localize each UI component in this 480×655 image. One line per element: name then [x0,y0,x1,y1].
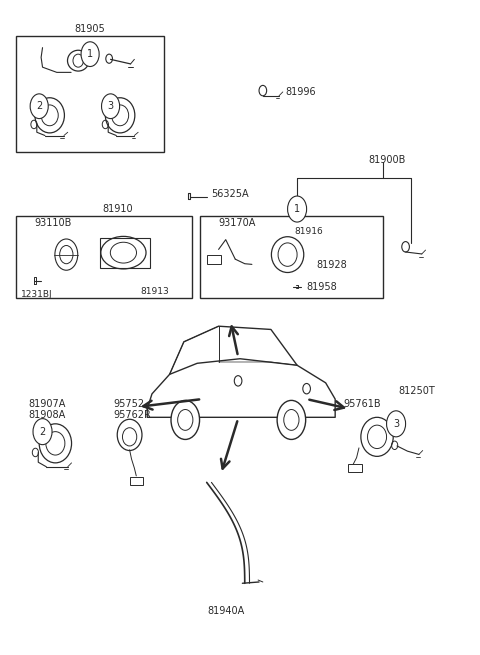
Circle shape [284,409,299,430]
Bar [348,464,362,472]
Circle shape [30,94,48,119]
Text: 1: 1 [87,49,93,59]
Text: 95761B: 95761B [344,400,381,409]
Text: 81916: 81916 [295,227,324,236]
Text: 3: 3 [393,419,399,429]
Text: 81908A: 81908A [28,411,65,421]
Circle shape [81,42,99,67]
Text: 81913: 81913 [140,287,169,296]
Bar [207,255,221,264]
Text: 95752: 95752 [113,400,144,409]
Bar [130,477,143,485]
Text: 81900B: 81900B [369,155,406,164]
Text: 56325A: 56325A [212,189,249,199]
Circle shape [234,376,242,386]
Text: 93170A: 93170A [218,218,256,229]
Text: 3: 3 [108,102,114,111]
Text: 1231BJ: 1231BJ [21,290,53,299]
Bar [16,36,164,152]
Circle shape [33,419,52,445]
Circle shape [288,196,307,222]
Text: 81996: 81996 [285,87,316,97]
Text: 81910: 81910 [102,204,132,214]
Text: 81907A: 81907A [28,400,66,409]
Bar [200,215,383,298]
Text: 95762R: 95762R [113,411,151,421]
Text: 1: 1 [294,204,300,214]
Bar [100,238,150,268]
Circle shape [277,400,306,440]
Text: 93110B: 93110B [35,218,72,229]
Circle shape [171,400,200,440]
Circle shape [303,383,311,394]
Bar [16,215,192,298]
Text: 81940A: 81940A [208,606,245,616]
Text: 2: 2 [39,426,46,437]
Text: 81928: 81928 [316,260,347,270]
Text: 81958: 81958 [307,282,337,292]
Circle shape [386,411,406,437]
Circle shape [102,94,120,119]
Text: 81250T: 81250T [398,386,435,396]
Text: 2: 2 [36,102,42,111]
Text: 81905: 81905 [75,24,106,35]
Circle shape [178,409,193,430]
